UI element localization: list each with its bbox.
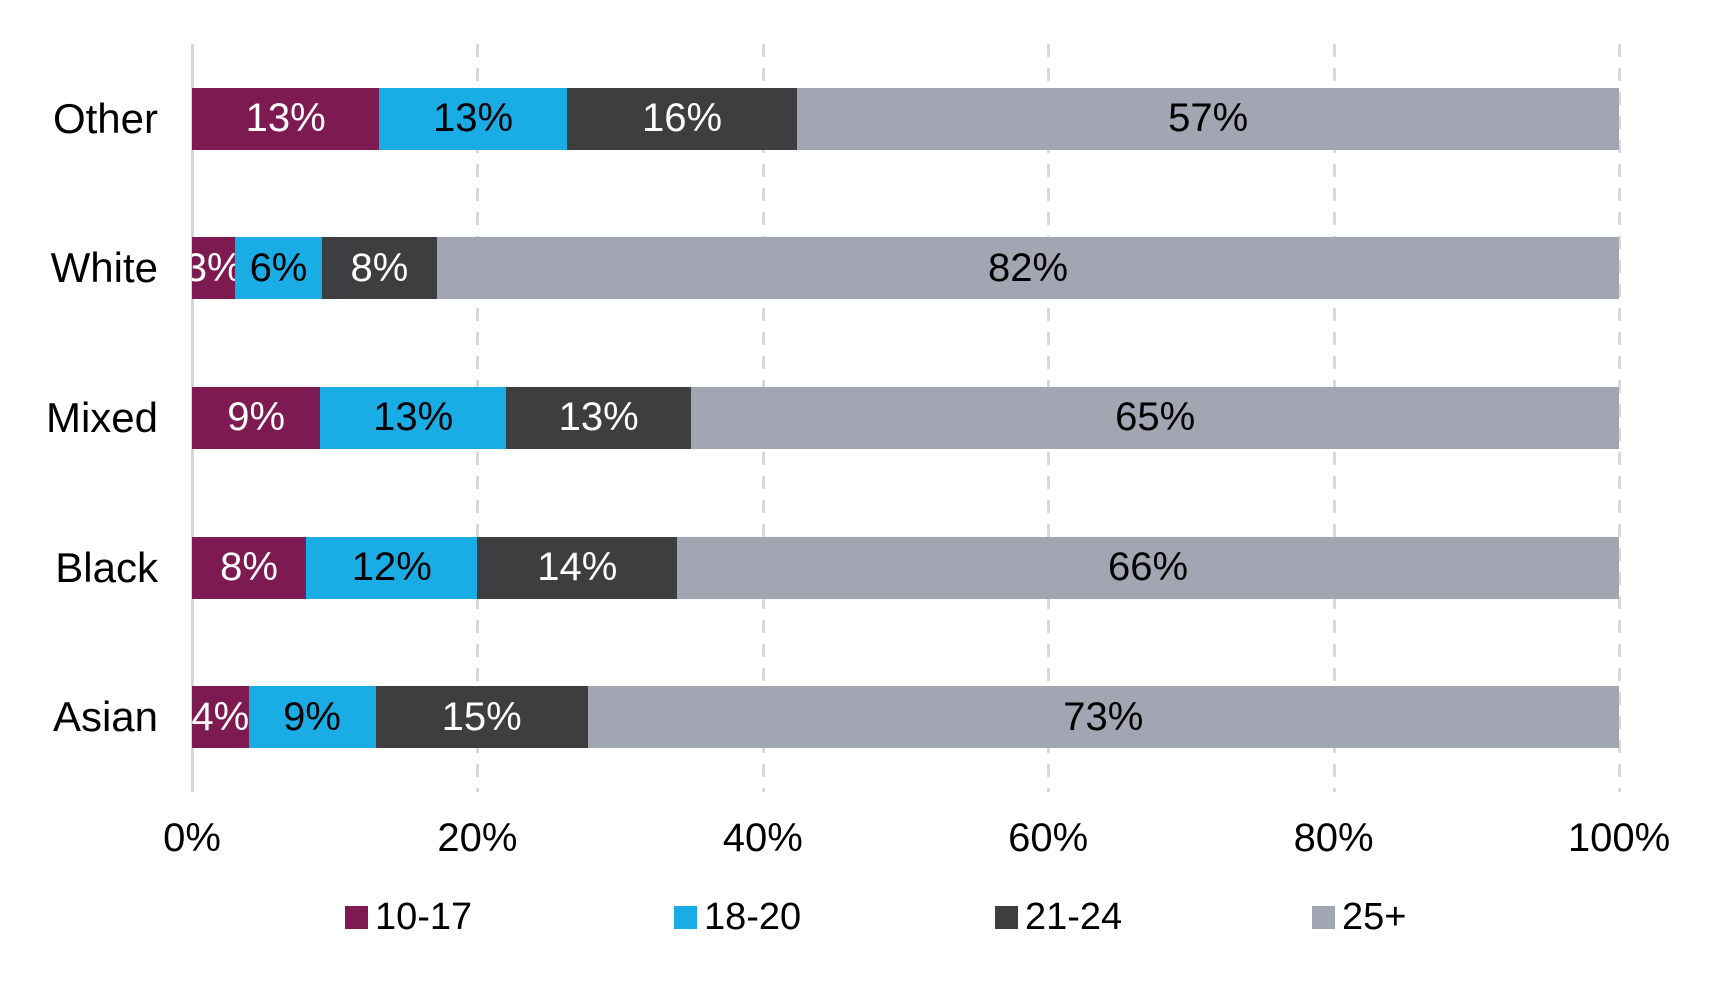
category-label: Black xyxy=(55,543,158,591)
segment-value-label: 8% xyxy=(350,245,409,290)
bar-segment-10-17: 4% xyxy=(192,686,249,749)
bar-segment-21-24: 13% xyxy=(505,386,692,449)
segment-value-label: 73% xyxy=(1063,694,1144,739)
legend: 10-17 18-20 21-24 25+ xyxy=(0,896,1722,956)
legend-label: 25+ xyxy=(1342,896,1407,938)
bar-row-mixed: Mixed 9% 13% 13% 65% xyxy=(46,343,1619,493)
legend-item-21-24: 21-24 xyxy=(995,896,1122,939)
bar-track: 3% 6% 8% 82% xyxy=(192,237,1619,300)
x-tick-label: 0% xyxy=(163,816,221,860)
x-axis: 0% 20% 40% 60% 80% 100% xyxy=(163,816,1670,866)
bar-row-asian: Asian 4% 9% 15% 73% xyxy=(53,642,1619,792)
gridline-100 xyxy=(1618,44,1621,792)
bar-segment-21-24: 15% xyxy=(375,686,588,749)
x-tick-label: 60% xyxy=(1008,816,1089,860)
bar-segment-10-17: 13% xyxy=(192,87,380,150)
segment-value-label: 4% xyxy=(192,694,249,739)
bar-segment-21-24: 14% xyxy=(477,536,678,599)
legend-label: 18-20 xyxy=(704,896,802,938)
legend-label: 21-24 xyxy=(1025,896,1123,938)
category-label: Other xyxy=(52,94,158,142)
bar-row-white: White 3% 6% 8% 82% xyxy=(51,194,1619,344)
legend-item-18-20: 18-20 xyxy=(674,896,801,939)
plot-area: Other 13% 13% 16% 57% White 3% 6% 8% 82% Mixed 9% 13… xyxy=(46,44,1621,792)
segment-value-label: 8% xyxy=(220,545,278,590)
segment-value-label: 9% xyxy=(283,694,341,739)
legend-label: 10-17 xyxy=(375,896,473,938)
bar-segment-18-20: 12% xyxy=(306,536,478,599)
bar-segment-10-17: 8% xyxy=(192,536,307,599)
category-label: White xyxy=(50,244,158,292)
legend-swatch-icon xyxy=(674,906,697,929)
segment-value-label: 65% xyxy=(1115,395,1196,440)
bar-track: 4% 9% 15% 73% xyxy=(192,686,1619,749)
bar-row-other: Other 13% 13% 16% 57% xyxy=(53,44,1619,194)
segment-value-label: 13% xyxy=(373,395,454,440)
segment-value-label: 57% xyxy=(1168,96,1249,141)
bar-segment-10-17: 3% xyxy=(192,237,236,300)
bar-segment-18-20: 6% xyxy=(235,237,322,300)
legend-swatch-icon xyxy=(995,906,1018,929)
bar-track: 13% 13% 16% 57% xyxy=(192,87,1619,150)
bar-segment-25+: 73% xyxy=(587,686,1619,749)
bar-segment-25+: 65% xyxy=(691,386,1619,449)
bar-segment-25+: 57% xyxy=(797,87,1619,150)
segment-value-label: 12% xyxy=(351,545,432,590)
legend-item-25+: 25+ xyxy=(1312,896,1406,939)
x-tick-label: 40% xyxy=(722,816,803,860)
bar-segment-18-20: 13% xyxy=(320,386,506,449)
segment-value-label: 13% xyxy=(433,96,514,141)
bar-segment-18-20: 13% xyxy=(379,87,567,150)
bar-rows: Other 13% 13% 16% 57% White 3% 6% 8% 82% Mixed 9% 13… xyxy=(46,44,1619,792)
segment-value-label: 3% xyxy=(192,245,235,290)
segment-value-label: 16% xyxy=(642,96,723,141)
bar-segment-25+: 82% xyxy=(437,237,1619,300)
x-tick-label: 80% xyxy=(1293,816,1374,860)
segment-value-label: 66% xyxy=(1108,545,1189,590)
segment-value-label: 13% xyxy=(245,96,326,141)
segment-value-label: 6% xyxy=(249,245,308,290)
category-label: Asian xyxy=(52,693,158,741)
segment-value-label: 9% xyxy=(227,395,286,440)
x-tick-label: 100% xyxy=(1567,816,1671,860)
segment-value-label: 15% xyxy=(441,694,522,739)
bar-segment-21-24: 16% xyxy=(566,87,798,150)
bar-segment-10-17: 9% xyxy=(192,386,321,449)
segment-value-label: 14% xyxy=(537,545,618,590)
x-tick-label: 20% xyxy=(437,816,518,860)
legend-swatch-icon xyxy=(1312,906,1335,929)
segment-value-label: 13% xyxy=(558,395,639,440)
legend-swatch-icon xyxy=(345,906,368,929)
bar-segment-18-20: 9% xyxy=(248,686,376,749)
bar-track: 9% 13% 13% 65% xyxy=(192,386,1619,449)
bar-segment-25+: 66% xyxy=(677,536,1619,599)
category-label: Mixed xyxy=(45,393,158,441)
segment-value-label: 82% xyxy=(987,245,1069,290)
bar-row-black: Black 8% 12% 14% 66% xyxy=(55,493,1619,643)
legend-item-10-17: 10-17 xyxy=(345,896,472,939)
bar-track: 8% 12% 14% 66% xyxy=(192,536,1619,599)
bar-segment-21-24: 8% xyxy=(321,237,438,300)
